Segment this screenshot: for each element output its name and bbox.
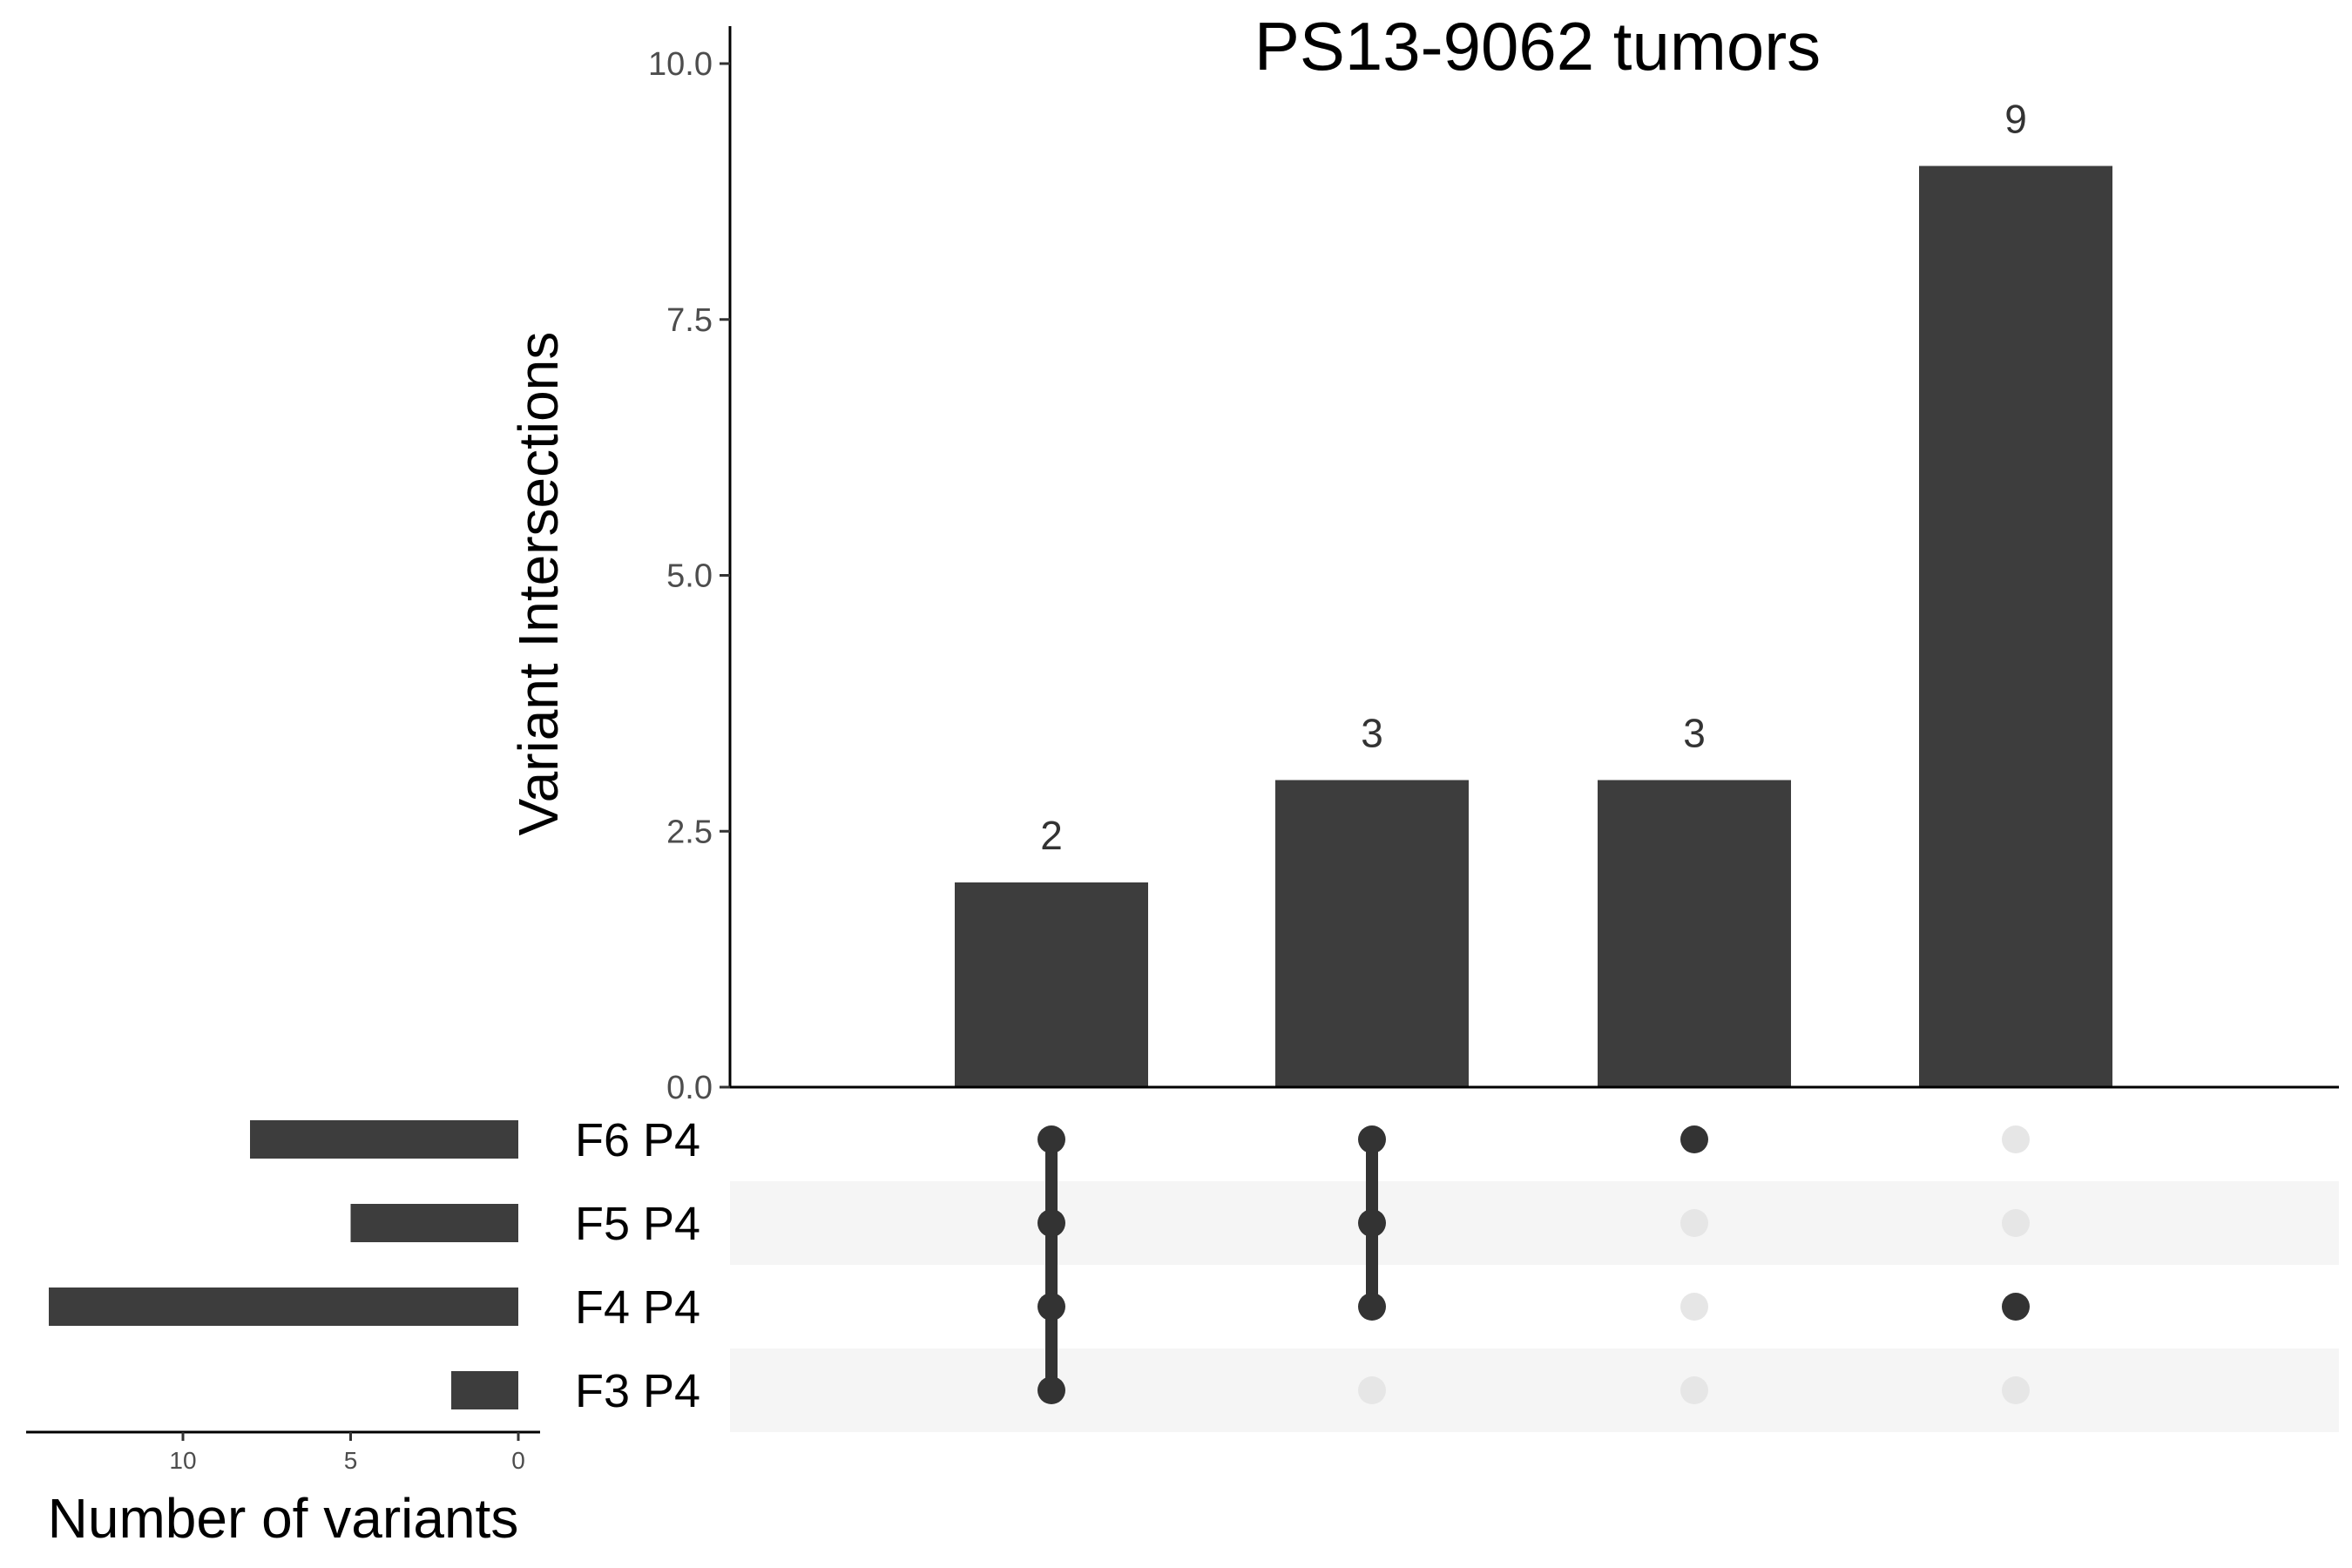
y-tick-label: 7.5 [666, 302, 713, 339]
matrix-dot-inactive [1680, 1293, 1708, 1321]
set-size-tick-label: 10 [169, 1447, 196, 1474]
intersection-matrix [1037, 1125, 2030, 1404]
set-size-bar [451, 1371, 518, 1409]
intersection-bar [1598, 780, 1791, 1087]
matrix-dot-active [1037, 1125, 1065, 1153]
set-size-axis: 10 5 0 [26, 1430, 540, 1474]
matrix-dot-active [1680, 1125, 1708, 1153]
matrix-dot-active [1358, 1125, 1386, 1153]
matrix-dot-active [1037, 1209, 1065, 1237]
matrix-dot-active [1358, 1293, 1386, 1321]
matrix-stripes [730, 1181, 2339, 1432]
set-size-bar [49, 1288, 518, 1326]
set-label: F5 P4 [575, 1198, 700, 1250]
matrix-dot-inactive [2002, 1209, 2030, 1237]
intersection-bar-labels: 2 3 3 9 [1040, 97, 2027, 859]
set-label: F6 P4 [575, 1114, 700, 1166]
y-tick-label: 5.0 [666, 558, 713, 595]
matrix-stripe [730, 1348, 2339, 1432]
set-size-bar [250, 1120, 518, 1159]
matrix-dot-active [1037, 1376, 1065, 1404]
set-labels: F6 P4 F5 P4 F4 P4 F3 P4 [575, 1114, 700, 1417]
matrix-dot-active [1358, 1209, 1386, 1237]
bar-value-label: 3 [1361, 711, 1383, 756]
intersection-bar [1919, 166, 2112, 1087]
bar-value-label: 3 [1683, 711, 1706, 756]
matrix-dot-active [2002, 1293, 2030, 1321]
intersection-bars [955, 166, 2112, 1087]
matrix-dot-inactive [2002, 1376, 2030, 1404]
y-tick-label: 2.5 [666, 814, 713, 850]
set-label: F3 P4 [575, 1365, 700, 1417]
matrix-dot-inactive [1680, 1376, 1708, 1404]
matrix-dot-inactive [2002, 1125, 2030, 1153]
intersection-bar [955, 882, 1148, 1087]
set-size-tick-label: 0 [511, 1447, 525, 1474]
set-size-tick-label: 5 [344, 1447, 358, 1474]
matrix-dot-inactive [1680, 1209, 1708, 1237]
set-size-axis-label: Number of variants [48, 1487, 519, 1550]
y-axis-label: Variant Intersections [507, 332, 570, 836]
y-axis: 0.0 2.5 5.0 7.5 10.0 [648, 26, 2339, 1106]
chart-title: PS13-9062 tumors [1254, 8, 1821, 84]
set-label: F4 P4 [575, 1281, 700, 1334]
bar-value-label: 2 [1040, 813, 1063, 858]
y-tick-label: 0.0 [666, 1070, 713, 1106]
intersection-bar [1275, 780, 1469, 1087]
matrix-dot-active [1037, 1293, 1065, 1321]
bar-value-label: 9 [2004, 97, 2027, 142]
set-size-bar [350, 1204, 518, 1242]
y-tick-label: 10.0 [648, 46, 713, 83]
matrix-dot-inactive [1358, 1376, 1386, 1404]
set-size-bars [49, 1120, 518, 1409]
matrix-stripe [730, 1181, 2339, 1265]
